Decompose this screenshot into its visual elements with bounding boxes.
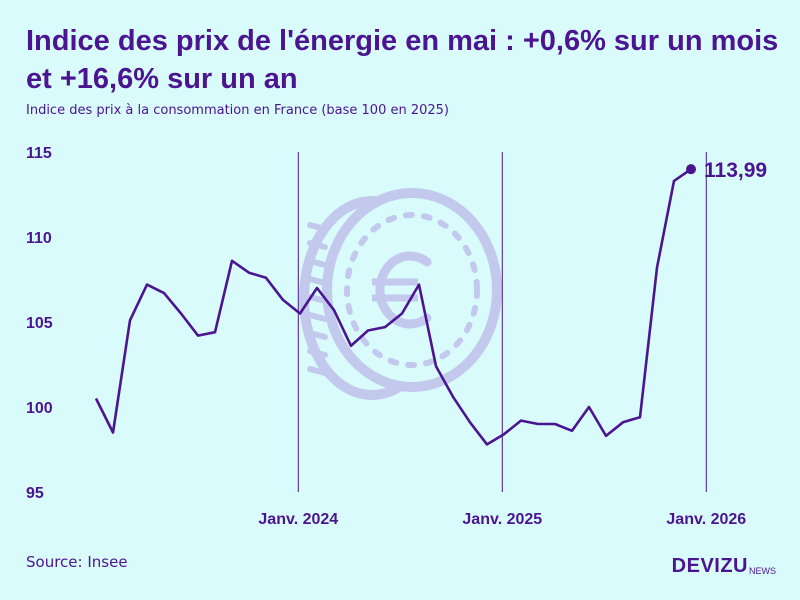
brand-logo: DEVIZU NEWS bbox=[672, 556, 776, 576]
chart-title: Indice des prix de l'énergie en mai : +0… bbox=[26, 25, 779, 95]
series-line bbox=[94, 168, 692, 446]
x-tick-label: Janv. 2024 bbox=[258, 511, 338, 528]
coin-ridge-shape bbox=[307, 258, 328, 268]
chart-subtitle: Indice des prix à la consommation en Fra… bbox=[26, 103, 450, 118]
x-tick-label: Janv. 2026 bbox=[666, 511, 746, 528]
y-axis-ticks: 95 100 105 110 115 bbox=[26, 145, 53, 502]
coin-dots-shape bbox=[344, 212, 480, 368]
source-note: Source: Insee bbox=[26, 553, 128, 571]
logo-sub-text: NEWS bbox=[749, 566, 776, 576]
coin-ridge-shape bbox=[307, 330, 328, 340]
coin-ridge-shape bbox=[307, 222, 328, 232]
x-tick-label: Janv. 2025 bbox=[462, 511, 542, 528]
last-value-label: 113,99 bbox=[704, 159, 767, 182]
coin-ridge-shape bbox=[307, 348, 328, 358]
coin-ridge-shape bbox=[307, 366, 328, 376]
euro-sign-shape bbox=[375, 251, 432, 329]
y-tick-label: 100 bbox=[26, 400, 53, 417]
coin-face-shape bbox=[322, 188, 502, 392]
y-tick-label: 115 bbox=[26, 145, 52, 162]
x-axis-ticks: Janv. 2024 Janv. 2025 Janv. 2026 bbox=[258, 511, 746, 528]
price-index-series: 113,99 bbox=[94, 159, 767, 446]
y-tick-label: 110 bbox=[26, 230, 52, 247]
y-tick-label: 95 bbox=[26, 485, 44, 502]
coin-ridge-shape bbox=[307, 240, 328, 250]
coin-ridge-shape bbox=[307, 312, 328, 322]
last-point-marker bbox=[686, 164, 696, 175]
logo-main-text: DEVIZU bbox=[671, 555, 748, 577]
y-tick-label: 105 bbox=[26, 315, 53, 332]
euro-coin-icon bbox=[299, 188, 502, 400]
